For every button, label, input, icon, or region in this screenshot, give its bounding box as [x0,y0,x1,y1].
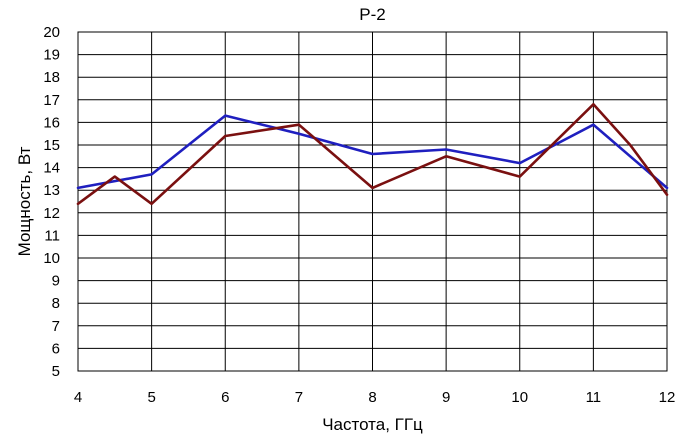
y-tick-label: 9 [52,273,60,290]
x-tick-label: 7 [295,389,303,406]
x-axis-title: Частота, ГГц [322,415,423,434]
y-tick-label: 16 [43,114,60,131]
x-tick-label: 10 [511,389,528,406]
x-tick-label: 9 [442,389,450,406]
y-tick-label: 13 [43,182,60,199]
y-tick-labels: 5 6 7 8 9 10 11 12 13 14 15 16 17 18 19 20 [43,24,60,380]
y-tick-label: 19 [43,47,60,64]
x-tick-label: 11 [586,389,602,406]
x-tick-label: 8 [368,389,376,406]
y-tick-label: 20 [43,24,60,41]
grid [77,31,668,372]
y-tick-label: 15 [43,137,60,154]
y-axis-title: Мощность, Вт [15,146,34,256]
x-tick-label: 12 [659,389,676,406]
series-line-2 [76,103,669,206]
y-tick-label: 12 [43,205,60,222]
y-tick-label: 10 [43,250,60,267]
x-tick-label: 6 [221,389,229,406]
plot-frame [77,31,668,372]
series-line-1 [76,114,669,190]
x-tick-labels: 4 5 6 7 8 9 10 11 12 [74,389,676,406]
y-tick-label: 5 [52,363,60,380]
y-tick-label: 14 [43,160,60,177]
series-layer [76,103,669,206]
y-tick-label: 8 [52,295,60,312]
chart-title: P-2 [359,5,385,24]
y-tick-label: 17 [43,92,60,109]
x-tick-label: 5 [147,389,155,406]
y-tick-label: 7 [52,318,60,335]
x-tick-label: 4 [74,389,82,406]
y-tick-label: 11 [44,227,60,244]
y-tick-label: 18 [43,69,60,86]
y-tick-label: 6 [52,340,60,357]
